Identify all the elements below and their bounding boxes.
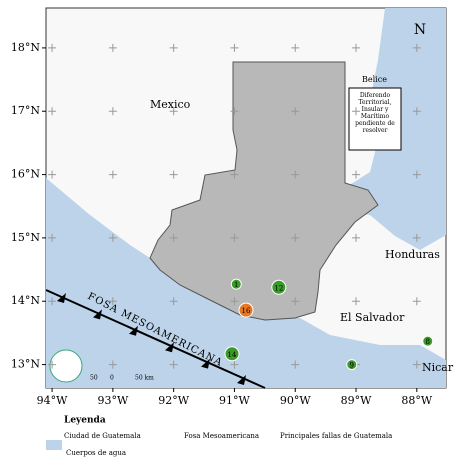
x-tick-label: 92°W bbox=[158, 394, 189, 407]
marker bbox=[271, 279, 287, 295]
y-tick-label: 14°N bbox=[11, 294, 40, 307]
graticule-cross bbox=[108, 233, 117, 242]
graticule-cross bbox=[352, 107, 361, 116]
x-tick-label: 88°W bbox=[401, 394, 432, 407]
legend-item: Cuerpos de agua bbox=[66, 449, 126, 457]
trench-tooth bbox=[57, 293, 66, 303]
marker-label: 16 bbox=[242, 307, 251, 315]
graticule-cross bbox=[412, 233, 421, 242]
graticule-cross bbox=[230, 170, 239, 179]
trench-tooth bbox=[201, 358, 210, 369]
country-label: Nicar bbox=[422, 361, 454, 374]
legend-item: Ciudad de Guatemala bbox=[64, 432, 141, 440]
graticule-cross bbox=[169, 107, 178, 116]
graticule-cross bbox=[48, 297, 57, 306]
graticule-cross bbox=[291, 43, 300, 52]
graticule-cross bbox=[169, 170, 178, 179]
graticule-cross bbox=[352, 233, 361, 242]
graticule-cross bbox=[230, 43, 239, 52]
country-label: El Salvador bbox=[340, 311, 405, 324]
scale-label: 0 bbox=[110, 375, 114, 382]
guatemala bbox=[149, 61, 379, 321]
trench-tooth bbox=[93, 309, 102, 320]
graticule-cross bbox=[169, 297, 178, 306]
graticule-cross bbox=[230, 297, 239, 306]
x-tick-label: 89°W bbox=[341, 394, 372, 407]
marker bbox=[238, 302, 254, 318]
graticule-cross bbox=[48, 43, 57, 52]
graticule-cross bbox=[48, 360, 57, 369]
x-tick-label: 91°W bbox=[219, 394, 250, 407]
graticule-cross bbox=[291, 107, 300, 116]
legend-water-swatch bbox=[46, 440, 62, 450]
marker bbox=[422, 335, 434, 347]
y-tick-label: 18°N bbox=[11, 41, 40, 54]
trench-tooth bbox=[129, 325, 138, 336]
graticule-cross bbox=[412, 360, 421, 369]
trench bbox=[45, 289, 266, 389]
scale-label: 50 bbox=[90, 375, 98, 382]
graticule-cross bbox=[230, 360, 239, 369]
graticule-cross bbox=[169, 233, 178, 242]
marker-label: 9 bbox=[350, 362, 354, 370]
graticule-cross bbox=[291, 360, 300, 369]
country-label: Belice bbox=[362, 75, 387, 84]
dispute-note-box: Diferendo Territorial, Insular y Marítim… bbox=[355, 92, 395, 134]
graticule-cross bbox=[352, 43, 361, 52]
country-label: Mexico bbox=[150, 98, 191, 111]
graticule-cross bbox=[48, 233, 57, 242]
scale-label: 50 km bbox=[135, 375, 154, 382]
graticule-cross bbox=[108, 107, 117, 116]
graticule-cross bbox=[48, 107, 57, 116]
trench-tooth bbox=[165, 342, 174, 353]
x-tick-label: 90°W bbox=[280, 394, 311, 407]
graticule-cross bbox=[412, 170, 421, 179]
marker-label: 14 bbox=[228, 351, 237, 359]
graticule-cross bbox=[412, 43, 421, 52]
marker bbox=[230, 278, 242, 290]
graticule-cross bbox=[48, 170, 57, 179]
country-label: Honduras bbox=[385, 248, 440, 261]
graticule-cross bbox=[108, 297, 117, 306]
legend-title: Leyenda bbox=[64, 416, 106, 426]
graticule-cross bbox=[352, 297, 361, 306]
marker-label: 12 bbox=[274, 284, 283, 292]
y-tick-label: 15°N bbox=[11, 231, 40, 244]
graticule-cross bbox=[291, 297, 300, 306]
marker-label: 1 bbox=[234, 281, 238, 289]
legend-item: Fosa Mesoamericana bbox=[184, 432, 259, 440]
x-tick-label: 94°W bbox=[37, 394, 68, 407]
x-tick-label: 93°W bbox=[97, 394, 128, 407]
graticule-cross bbox=[108, 170, 117, 179]
legend-item: Principales fallas de Guatemala bbox=[280, 432, 392, 440]
north-arrow: N bbox=[414, 22, 426, 38]
graticule-cross bbox=[108, 360, 117, 369]
graticule-cross bbox=[352, 170, 361, 179]
graticule-cross bbox=[169, 43, 178, 52]
marker-label: 8 bbox=[426, 338, 430, 346]
y-tick-label: 13°N bbox=[11, 358, 40, 371]
graticule-cross bbox=[108, 43, 117, 52]
graticule-cross bbox=[412, 297, 421, 306]
y-tick-label: 16°N bbox=[11, 168, 40, 181]
graticule-cross bbox=[230, 233, 239, 242]
graticule-cross bbox=[230, 107, 239, 116]
graticule-cross bbox=[412, 107, 421, 116]
graticule-cross bbox=[291, 233, 300, 242]
dispute-note: Diferendo Territorial, Insular y Marítim… bbox=[355, 92, 395, 134]
graticule-cross bbox=[291, 170, 300, 179]
graticule-cross bbox=[169, 360, 178, 369]
logo bbox=[49, 349, 83, 383]
dispute-box bbox=[348, 87, 402, 151]
marker bbox=[224, 346, 240, 362]
y-tick-label: 17°N bbox=[11, 104, 40, 117]
trench-tooth bbox=[237, 375, 246, 385]
marker bbox=[346, 359, 358, 371]
